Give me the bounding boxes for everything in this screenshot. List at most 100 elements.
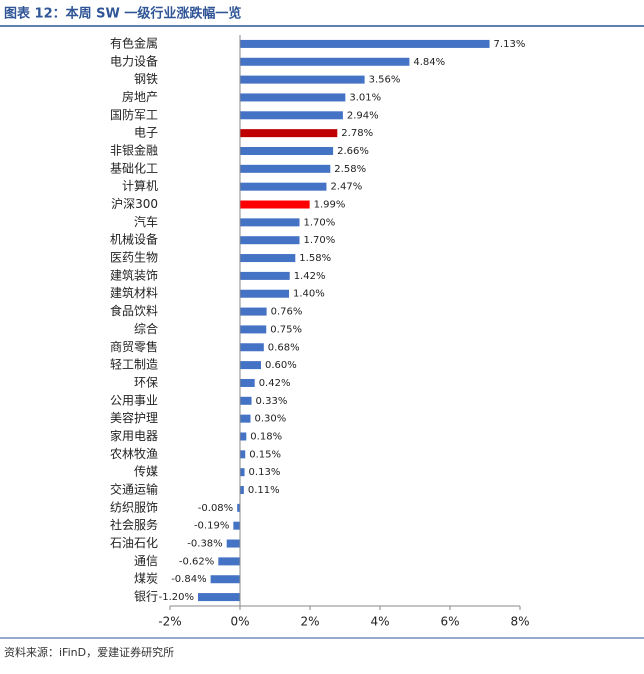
value-label: 0.76% xyxy=(271,307,303,318)
bar xyxy=(240,414,251,423)
category-label: 通信 xyxy=(134,554,158,568)
value-label: 1.70% xyxy=(304,235,336,246)
value-label: 2.78% xyxy=(341,128,373,139)
value-label: 3.56% xyxy=(369,75,401,86)
x-tick-label: -2% xyxy=(158,615,181,629)
value-label: 2.58% xyxy=(334,164,366,175)
bar xyxy=(240,486,244,495)
category-label: 银行 xyxy=(134,590,158,604)
category-label: 美容护理 xyxy=(110,410,158,425)
bar xyxy=(198,593,240,602)
bar xyxy=(240,93,346,102)
bar xyxy=(240,271,290,280)
category-label: 沪深300 xyxy=(111,197,158,211)
bar xyxy=(240,343,264,352)
bar xyxy=(240,200,310,209)
x-tick-label: 6% xyxy=(440,615,459,629)
value-label: 0.18% xyxy=(250,431,282,442)
category-label: 商贸零售 xyxy=(110,339,158,354)
category-label: 国防军工 xyxy=(110,107,158,122)
value-label: 0.30% xyxy=(255,414,287,425)
value-label: 0.42% xyxy=(259,378,291,389)
value-label: 1.99% xyxy=(314,200,346,211)
bar xyxy=(240,289,289,298)
category-label: 房地产 xyxy=(122,89,158,104)
x-tick-label: 0% xyxy=(230,615,249,629)
bar xyxy=(226,539,240,548)
category-label: 传媒 xyxy=(134,464,158,479)
value-label: 0.13% xyxy=(249,467,281,478)
value-label: 2.66% xyxy=(337,146,369,157)
value-label: 1.70% xyxy=(304,217,336,228)
category-label: 建筑材料 xyxy=(110,285,158,300)
bar xyxy=(240,57,410,66)
chart-title: 图表 12：本周 SW 一级行业涨跌幅一览 xyxy=(4,6,241,22)
category-label: 电力设备 xyxy=(110,54,158,68)
value-label: -0.38% xyxy=(187,539,222,550)
category-label: 计算机 xyxy=(122,178,158,193)
category-label: 家用电器 xyxy=(110,428,158,443)
value-label: -0.62% xyxy=(179,556,214,567)
category-label: 纺织服饰 xyxy=(110,500,158,514)
value-label: -0.08% xyxy=(198,503,233,514)
x-tick-label: 4% xyxy=(370,615,389,629)
bar xyxy=(233,521,240,530)
value-label: 1.58% xyxy=(299,253,331,264)
category-label: 有色金属 xyxy=(110,35,158,50)
bar xyxy=(240,307,267,316)
category-label: 石油石化 xyxy=(110,536,158,550)
bar xyxy=(240,146,334,155)
value-label: -0.19% xyxy=(194,521,229,532)
category-label: 基础化工 xyxy=(110,161,158,175)
bar xyxy=(240,39,490,48)
bar xyxy=(240,254,296,263)
category-label: 农林牧渔 xyxy=(110,447,158,461)
x-tick-label: 8% xyxy=(510,615,529,629)
bar xyxy=(240,129,338,138)
value-label: 3.01% xyxy=(349,92,381,103)
category-label: 社会服务 xyxy=(110,517,158,532)
x-tick-label: 2% xyxy=(300,615,319,629)
value-label: 0.15% xyxy=(249,449,281,460)
bar xyxy=(218,557,240,566)
value-label: 2.47% xyxy=(330,182,362,193)
bar xyxy=(237,503,240,512)
category-label: 煤炭 xyxy=(134,572,158,586)
bar xyxy=(210,575,240,584)
bar xyxy=(240,432,247,441)
value-label: 0.75% xyxy=(270,324,302,335)
bar xyxy=(240,361,261,370)
value-label: 0.60% xyxy=(265,360,297,371)
bar xyxy=(240,236,300,245)
bar xyxy=(240,218,300,227)
value-label: 2.94% xyxy=(347,110,379,121)
value-label: 0.11% xyxy=(248,485,280,496)
bar xyxy=(240,164,331,173)
bar xyxy=(240,325,267,334)
bar xyxy=(240,378,255,387)
value-label: -0.84% xyxy=(171,574,206,585)
category-label: 医药生物 xyxy=(110,251,158,265)
category-label: 钢铁 xyxy=(134,72,158,86)
category-label: 食品饮料 xyxy=(110,303,158,318)
source: 资料来源：iFinD，爱建证券研究所 xyxy=(4,645,174,659)
category-label: 轻工制造 xyxy=(110,358,158,372)
category-label: 建筑装饰 xyxy=(110,267,158,282)
value-label: 0.33% xyxy=(256,396,288,407)
category-label: 综合 xyxy=(134,321,158,336)
category-label: 交通运输 xyxy=(110,482,158,497)
bar xyxy=(240,468,245,477)
bar xyxy=(240,75,365,84)
bar xyxy=(240,111,343,120)
value-label: 1.40% xyxy=(293,289,325,300)
category-label: 机械设备 xyxy=(110,232,158,247)
value-label: 7.13% xyxy=(494,39,526,50)
value-label: 0.68% xyxy=(268,342,300,353)
value-label: -1.20% xyxy=(159,592,194,603)
category-label: 环保 xyxy=(134,375,158,389)
bar xyxy=(240,182,327,191)
category-label: 公用事业 xyxy=(110,393,158,407)
bar xyxy=(240,450,246,459)
category-label: 非银金融 xyxy=(110,142,158,157)
